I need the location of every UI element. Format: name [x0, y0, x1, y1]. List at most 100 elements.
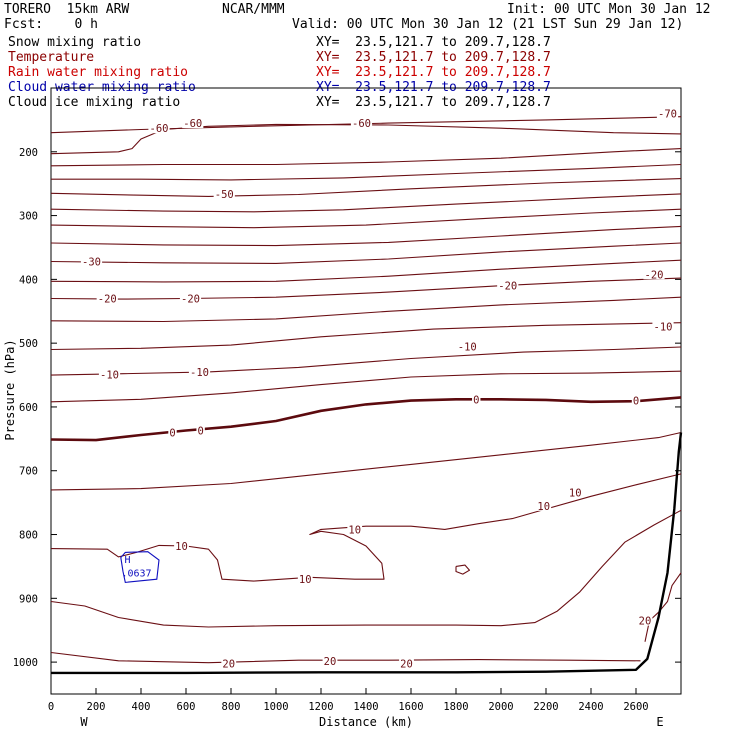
- x-tick-label-2200: 2200: [533, 701, 558, 713]
- legend-xy-snow: XY= 23.5,121.7 to 209.7,128.7: [316, 35, 551, 50]
- contour-label-2: -60: [183, 118, 202, 130]
- east-label: E: [656, 715, 663, 729]
- contour-label-bg-12: [188, 365, 211, 377]
- legend-xy-rain: XY= 23.5,121.7 to 209.7,128.7: [316, 65, 551, 80]
- cloud-water-max-marker: H: [124, 555, 130, 566]
- contour-label-bg-5: [80, 255, 103, 267]
- x-tick-label-600: 600: [177, 701, 196, 713]
- contour-label-25: 20: [324, 656, 337, 668]
- x-tick-label-200: 200: [87, 701, 106, 713]
- contour-label-bg-19: [536, 499, 552, 511]
- cloud-water-max-value: .0637: [121, 569, 151, 580]
- legend-xy-temperature: XY= 23.5,121.7 to 209.7,128.7: [316, 50, 551, 65]
- contour-label-bg-16: [168, 426, 177, 438]
- x-tick-label-400: 400: [132, 701, 151, 713]
- temperature-contour-m40-7: [50, 225, 682, 247]
- contour-label-6: -20: [645, 269, 664, 281]
- contour-label-15: 0: [633, 396, 639, 408]
- contour-label-12: -10: [190, 367, 209, 379]
- contour-label-10: -10: [654, 322, 673, 334]
- contour-label-bg-23: [637, 614, 653, 626]
- legend-label-cloud-ice: Cloud ice mixing ratio: [8, 95, 181, 110]
- temperature-contour-10-21: [455, 564, 471, 575]
- contour-label-bg-13: [98, 368, 121, 380]
- temperature-contour-m50-5: [50, 193, 682, 213]
- contour-label-19: 10: [537, 501, 550, 513]
- temperature-contour-m40-6: [50, 208, 682, 229]
- temperature-contour-20-19: [50, 651, 641, 664]
- contour-label-bg-10: [652, 320, 674, 332]
- model-name: TORERO 15km ARW: [4, 2, 130, 17]
- contour-label-bg-14: [472, 393, 481, 405]
- contour-label-bg-4: [213, 187, 235, 199]
- legend-xy-cloud-ice: XY= 23.5,121.7 to 209.7,128.7: [316, 95, 551, 110]
- temperature-contour-m50-4: [50, 178, 682, 197]
- temperature-contour-m10-14: [50, 370, 682, 403]
- init-time: Init: 00 UTC Mon 30 Jan 12: [507, 2, 711, 17]
- y-tick-label-300: 300: [19, 211, 38, 223]
- temperature-contour-m60-2: [50, 148, 682, 167]
- contour-label-0: -70: [658, 109, 677, 121]
- center-name: NCAR/MMM: [222, 2, 285, 17]
- contour-label-16: 0: [169, 427, 175, 439]
- contour-label-bg-11: [456, 340, 478, 352]
- contour-label-bg-8: [96, 292, 118, 304]
- contour-label-9: -20: [181, 294, 200, 306]
- contour-label-7: -20: [498, 281, 517, 293]
- temperature-contour-10-16: [50, 431, 682, 491]
- y-tick-label-700: 700: [19, 466, 38, 478]
- contour-label-21: 10: [175, 541, 188, 553]
- contour-label-bg-17: [196, 424, 205, 436]
- contour-label-bg-7: [497, 279, 519, 291]
- contour-label-bg-26: [399, 657, 414, 669]
- contour-label-22: 10: [299, 574, 312, 586]
- contour-label-bg-9: [179, 292, 202, 304]
- contour-label-bg-22: [297, 573, 313, 585]
- temperature-contour-m10-13: [50, 346, 682, 376]
- temperature-contour-m30-8: [50, 242, 682, 264]
- x-tick-label-0: 0: [48, 701, 54, 713]
- contour-label-bg-1: [148, 122, 170, 134]
- temperature-contour-10-17: [50, 473, 682, 582]
- temperature-contour-20-20: [644, 572, 682, 642]
- contour-label-bg-21: [174, 540, 189, 552]
- legend-label-temperature: Temperature: [8, 50, 95, 65]
- x-tick-label-1400: 1400: [353, 701, 378, 713]
- contour-label-bg-3: [350, 117, 373, 129]
- contour-label-14: 0: [473, 394, 479, 406]
- x-tick-label-800: 800: [222, 701, 241, 713]
- contour-label-4: -50: [215, 189, 234, 201]
- x-tick-label-1200: 1200: [308, 701, 333, 713]
- contour-label-11: -10: [458, 341, 477, 353]
- y-tick-label-200: 200: [19, 147, 38, 159]
- contour-label-bg-18: [567, 486, 583, 498]
- x-tick-label-2600: 2600: [623, 701, 648, 713]
- y-tick-label-400: 400: [19, 274, 38, 286]
- y-tick-label-800: 800: [19, 530, 38, 542]
- y-tick-label-900: 900: [19, 593, 38, 605]
- contour-label-17: 0: [197, 426, 203, 438]
- contour-label-bg-25: [322, 654, 338, 666]
- temperature-contour-m10-12: [50, 322, 682, 351]
- x-tick-label-1600: 1600: [398, 701, 423, 713]
- contour-label-5: -30: [82, 257, 101, 269]
- contour-label-18: 10: [569, 487, 582, 499]
- west-label: W: [80, 715, 88, 729]
- y-tick-label-500: 500: [19, 338, 38, 350]
- legend-label-snow: Snow mixing ratio: [8, 35, 142, 50]
- contour-label-bg-2: [182, 117, 204, 129]
- temperature-contour-m30-9: [50, 259, 682, 283]
- temperature-contour-m20-11: [50, 296, 682, 323]
- temperature-contour-m60-1: [50, 123, 682, 155]
- contour-label-24: 20: [222, 658, 235, 670]
- valid-time: Valid: 00 UTC Mon 30 Jan 12 (21 LST Sun …: [292, 17, 684, 32]
- contour-label-bg-20: [347, 523, 363, 535]
- y-axis-title: Pressure (hPa): [3, 339, 17, 440]
- x-tick-label-1000: 1000: [263, 701, 288, 713]
- contour-label-13: -10: [100, 369, 119, 381]
- forecast-hour: Fcst: 0 h: [4, 17, 98, 32]
- y-tick-label-600: 600: [19, 402, 38, 414]
- contour-label-26: 20: [400, 658, 413, 670]
- contour-label-1: -60: [150, 123, 169, 135]
